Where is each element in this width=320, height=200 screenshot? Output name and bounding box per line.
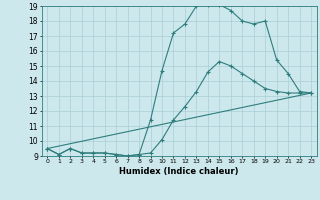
X-axis label: Humidex (Indice chaleur): Humidex (Indice chaleur) xyxy=(119,167,239,176)
